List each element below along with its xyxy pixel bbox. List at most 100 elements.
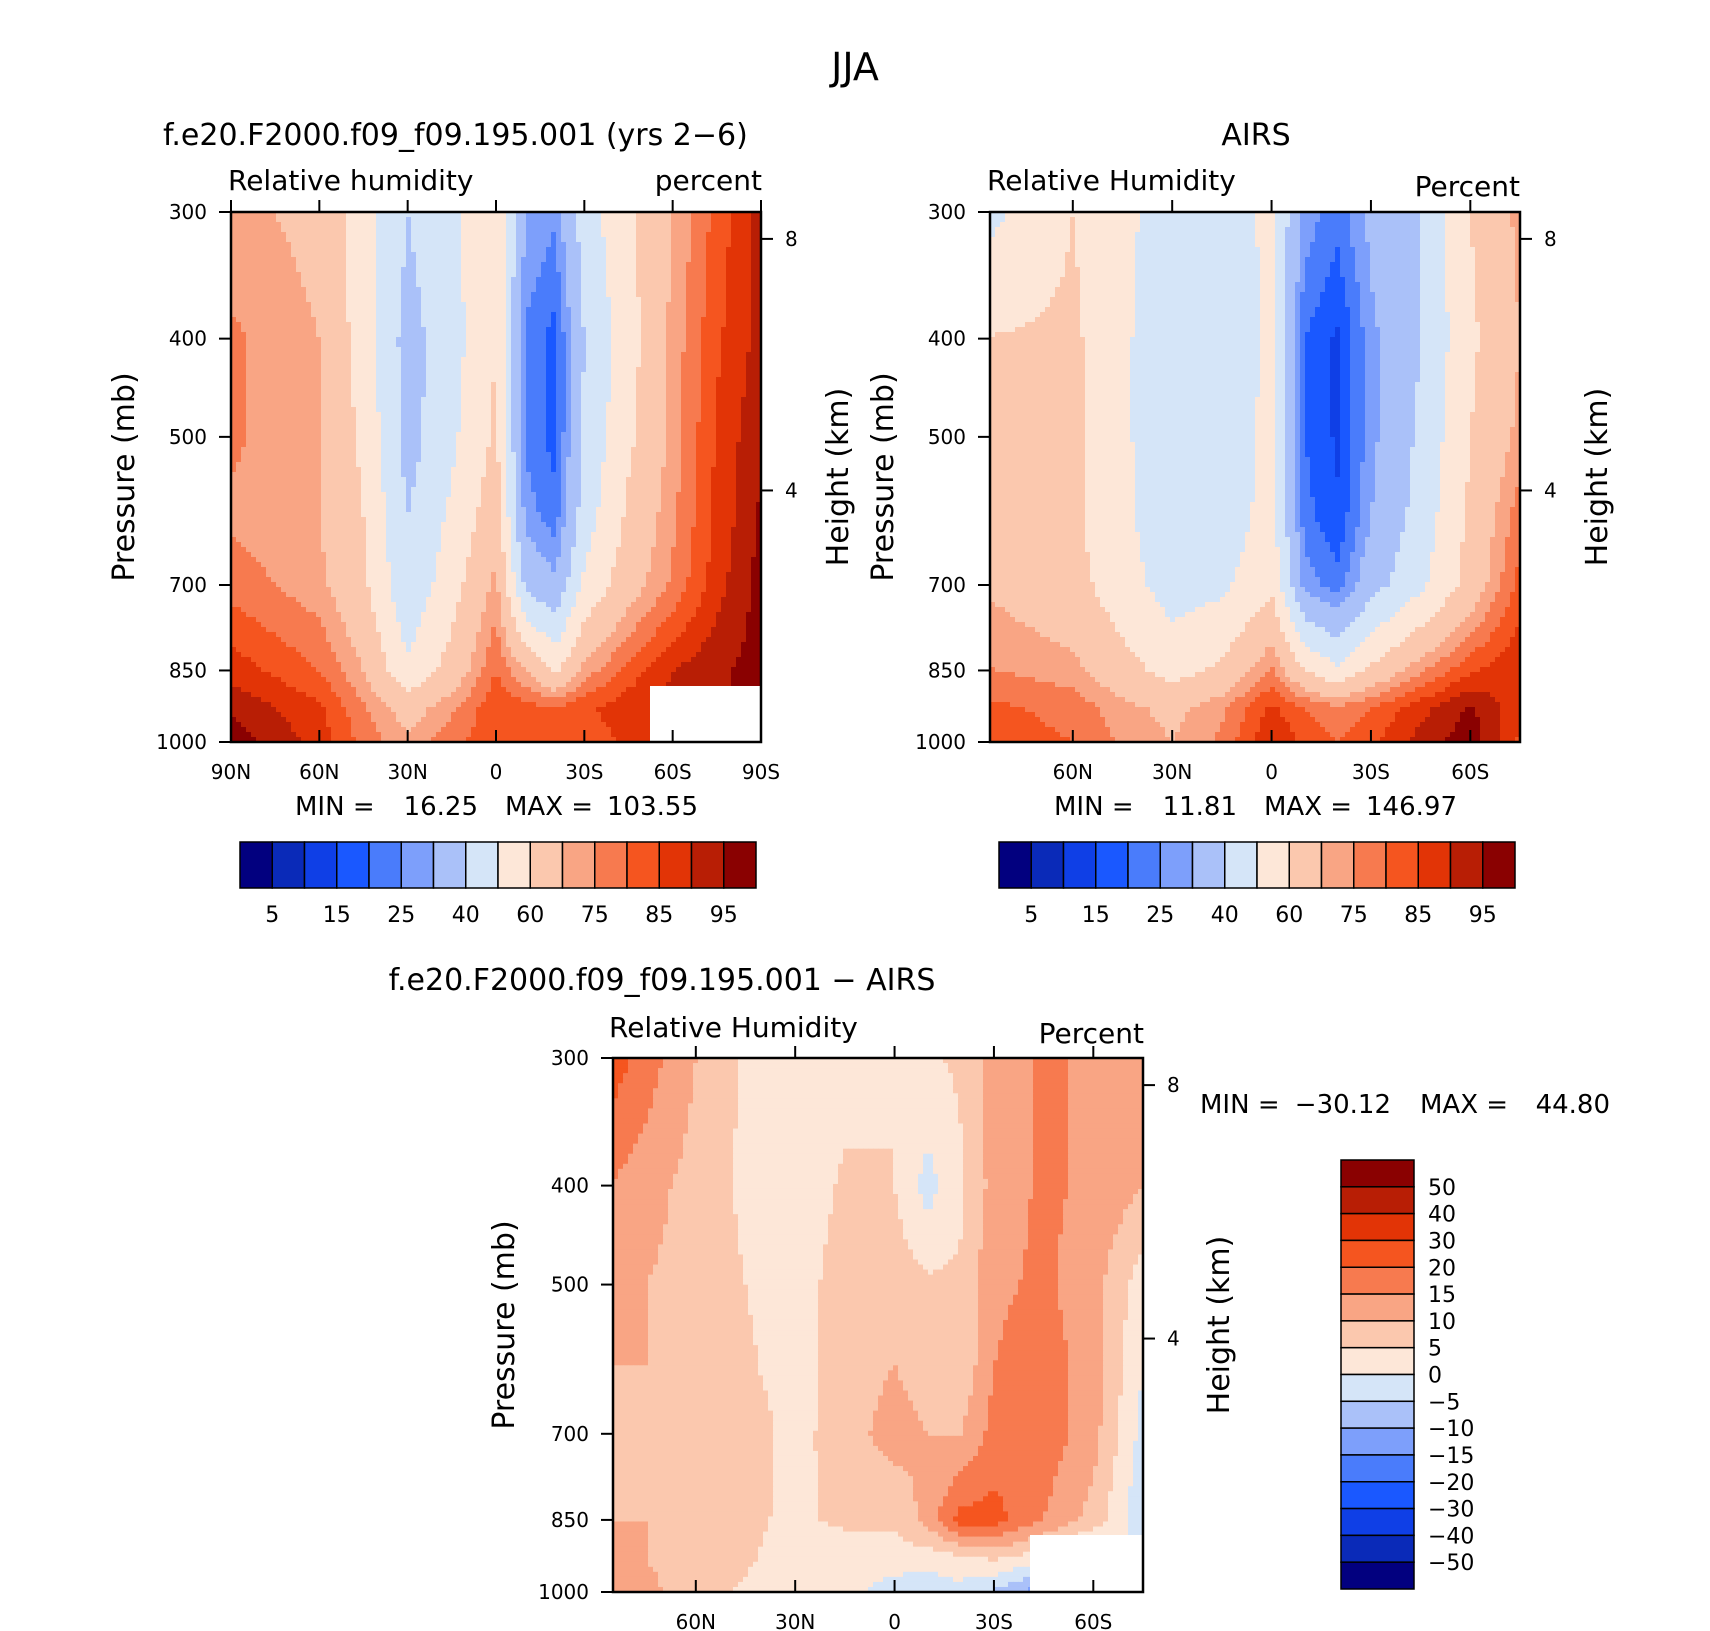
field-cell [381, 392, 387, 398]
field-cell [731, 432, 737, 438]
field-cell [241, 347, 247, 353]
field-cell [641, 252, 647, 258]
field-cell [431, 212, 437, 218]
field-cell [231, 217, 237, 223]
field-cell [591, 292, 597, 298]
field-cell [396, 442, 402, 448]
field-cell [231, 412, 237, 418]
field-cell [521, 292, 527, 298]
field-cell [571, 382, 577, 388]
field-cell [616, 422, 622, 428]
field-cell [346, 372, 352, 378]
field-cell [296, 257, 302, 263]
field-cell [511, 352, 517, 358]
field-cell [366, 412, 372, 418]
field-cell [376, 432, 382, 438]
field-cell [511, 382, 517, 388]
field-cell [236, 342, 242, 348]
field-cell [381, 237, 387, 243]
field-cell [336, 287, 342, 293]
field-cell [461, 397, 467, 403]
field-cell [486, 357, 492, 363]
field-cell [311, 262, 317, 268]
field-cell [731, 267, 737, 273]
field-cell [421, 417, 427, 423]
field-cell [316, 217, 322, 223]
field-cell [751, 392, 757, 398]
field-cell [271, 272, 277, 278]
field-cell [581, 242, 587, 248]
field-cell [456, 337, 462, 343]
field-cell [301, 372, 307, 378]
field-cell [656, 322, 662, 328]
field-cell [671, 297, 677, 303]
field-cell [256, 282, 262, 288]
field-cell [631, 302, 637, 308]
field-cell [366, 257, 372, 263]
field-cell [531, 312, 537, 318]
field-cell [481, 217, 487, 223]
field-cell [496, 312, 502, 318]
field-cell [466, 217, 472, 223]
field-cell [261, 237, 267, 243]
field-cell [701, 312, 707, 318]
field-cell [376, 342, 382, 348]
field-cell [751, 397, 757, 403]
field-cell [646, 302, 652, 308]
field-cell [286, 332, 292, 338]
field-cell [231, 442, 237, 448]
field-cell [661, 362, 667, 368]
field-cell [731, 412, 737, 418]
field-cell [611, 247, 617, 253]
field-cell [611, 297, 617, 303]
field-cell [261, 272, 267, 278]
field-cell [586, 222, 592, 228]
field-cell [286, 252, 292, 258]
field-cell [396, 247, 402, 253]
field-cell [301, 297, 307, 303]
field-cell [621, 377, 627, 383]
field-cell [471, 247, 477, 253]
field-cell [696, 407, 702, 413]
field-cell [366, 277, 372, 283]
field-cell [426, 312, 432, 318]
field-cell [491, 212, 497, 218]
field-cell [291, 342, 297, 348]
field-cell [576, 367, 582, 373]
field-cell [696, 297, 702, 303]
field-cell [291, 347, 297, 353]
field-cell [321, 222, 327, 228]
field-cell [361, 287, 367, 293]
field-cell [756, 277, 762, 283]
field-cell [681, 347, 687, 353]
field-cell [446, 427, 452, 433]
field-cell [406, 417, 412, 423]
field-cell [476, 437, 482, 443]
field-cell [616, 302, 622, 308]
field-cell [491, 372, 497, 378]
field-cell [556, 442, 562, 448]
field-cell [511, 442, 517, 448]
field-cell [661, 247, 667, 253]
field-cell [336, 242, 342, 248]
field-cell [416, 217, 422, 223]
field-cell [431, 297, 437, 303]
field-cell [596, 412, 602, 418]
field-cell [471, 407, 477, 413]
field-cell [731, 247, 737, 253]
field-cell [686, 347, 692, 353]
field-cell [681, 357, 687, 363]
field-cell [351, 427, 357, 433]
field-cell [246, 297, 252, 303]
field-cell [231, 367, 237, 373]
field-cell [661, 407, 667, 413]
field-cell [586, 217, 592, 223]
field-cell [321, 397, 327, 403]
field-cell [296, 402, 302, 408]
field-cell [326, 297, 332, 303]
field-cell [406, 287, 412, 293]
field-cell [336, 407, 342, 413]
field-cell [376, 422, 382, 428]
field-cell [261, 447, 267, 453]
field-cell [716, 227, 722, 233]
